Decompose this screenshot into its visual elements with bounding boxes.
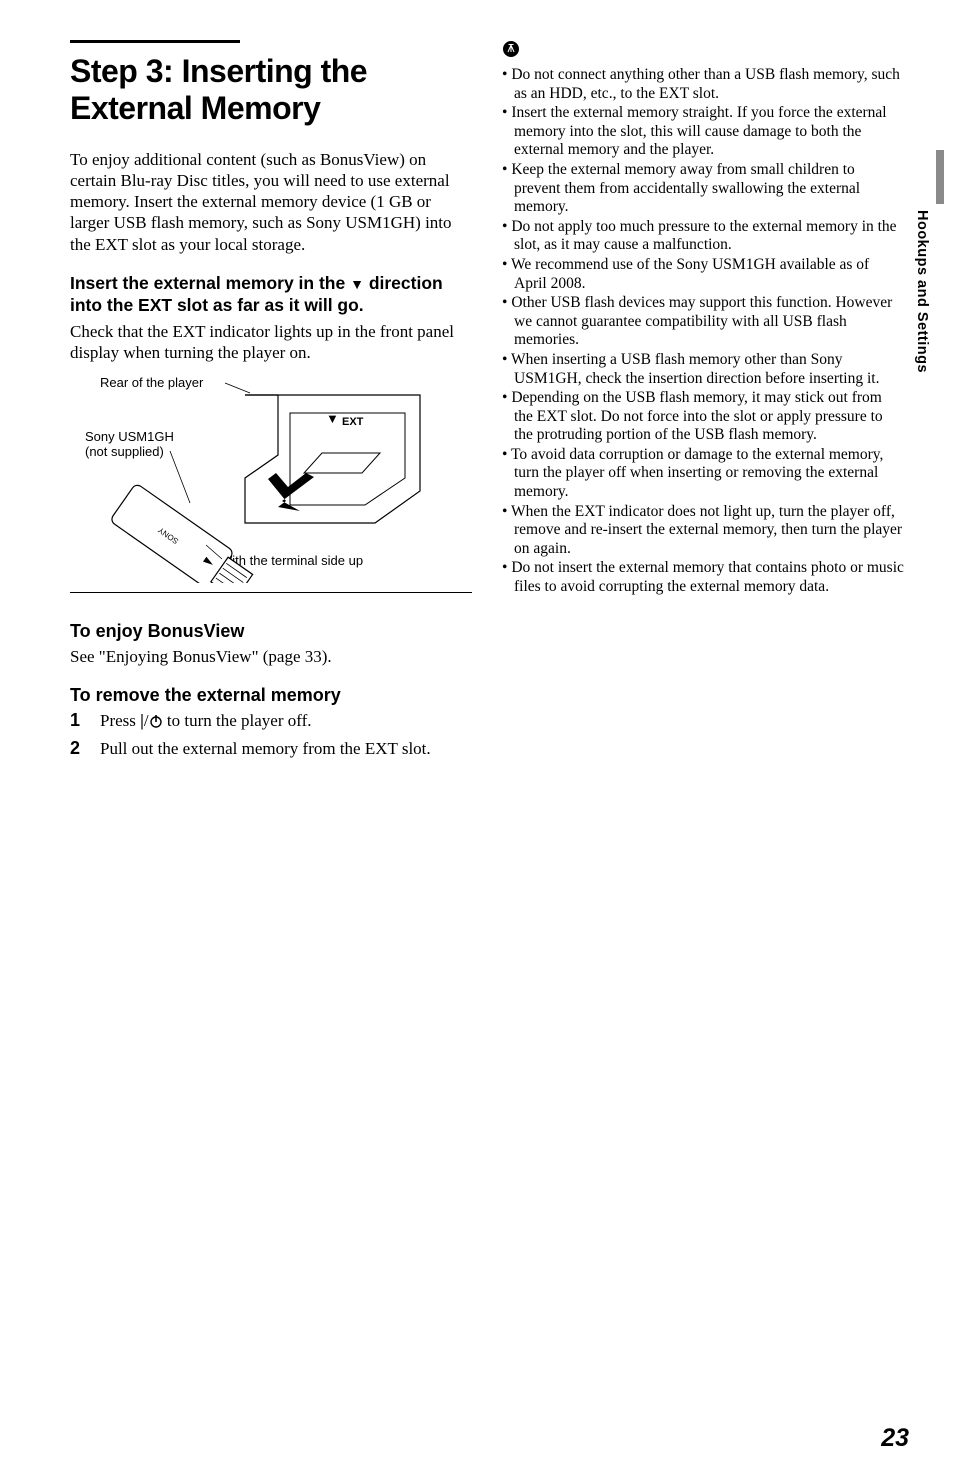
remove-heading: To remove the external memory xyxy=(70,685,472,706)
note-item: Other USB flash devices may support this… xyxy=(502,294,904,350)
steps-list: 1 Press |/ to turn the player off. 2 Pul… xyxy=(70,710,472,759)
note-item: We recommend use of the Sony USM1GH avai… xyxy=(502,256,904,293)
side-tab: Hookups and Settings xyxy=(906,150,944,500)
power-icon xyxy=(149,714,163,728)
step-1-text: Press |/ to turn the player off. xyxy=(100,710,312,731)
left-column: Step 3: Inserting the External Memory To… xyxy=(70,40,472,765)
step-number: 2 xyxy=(70,738,84,759)
note-item: Do not apply too much pressure to the ex… xyxy=(502,218,904,255)
intro-paragraph: To enjoy additional content (such as Bon… xyxy=(70,149,472,255)
note-item: Do not connect anything other than a USB… xyxy=(502,66,904,103)
note-item: When the EXT indicator does not light up… xyxy=(502,503,904,559)
insert-heading: Insert the external memory in the ▼ dire… xyxy=(70,273,472,317)
page-content: Step 3: Inserting the External Memory To… xyxy=(0,0,954,765)
bonusview-heading: To enjoy BonusView xyxy=(70,621,472,642)
note-item: Keep the external memory away from small… xyxy=(502,161,904,217)
step-2-text: Pull out the external memory from the EX… xyxy=(100,738,431,759)
step-number: 1 xyxy=(70,710,84,731)
diagram: Rear of the player Sony USM1GH(not suppl… xyxy=(70,373,472,593)
check-text: Check that the EXT indicator lights up i… xyxy=(70,321,472,364)
step-1: 1 Press |/ to turn the player off. xyxy=(70,710,472,731)
note-item: To avoid data corruption or damage to th… xyxy=(502,446,904,502)
ext-label: EXT xyxy=(342,416,364,428)
notes-icon xyxy=(502,40,904,64)
note-item: When inserting a USB flash memory other … xyxy=(502,351,904,388)
side-tab-bar xyxy=(936,150,944,204)
right-column: Do not connect anything other than a USB… xyxy=(502,40,904,765)
step-2: 2 Pull out the external memory from the … xyxy=(70,738,472,759)
title-rule xyxy=(70,40,240,43)
note-item: Insert the external memory straight. If … xyxy=(502,104,904,160)
side-tab-label: Hookups and Settings xyxy=(914,210,930,373)
page-number: 23 xyxy=(881,1424,909,1453)
main-title: Step 3: Inserting the External Memory xyxy=(70,53,472,127)
note-item: Depending on the USB flash memory, it ma… xyxy=(502,389,904,445)
notes-list: Do not connect anything other than a USB… xyxy=(502,66,904,597)
note-item: Do not insert the external memory that c… xyxy=(502,559,904,596)
diagram-svg: ▼ EXT SONY xyxy=(70,373,470,583)
down-triangle-icon: ▼ xyxy=(350,276,364,292)
bonusview-text: See "Enjoying BonusView" (page 33). xyxy=(70,646,472,667)
ext-triangle-icon: ▼ xyxy=(326,411,339,426)
